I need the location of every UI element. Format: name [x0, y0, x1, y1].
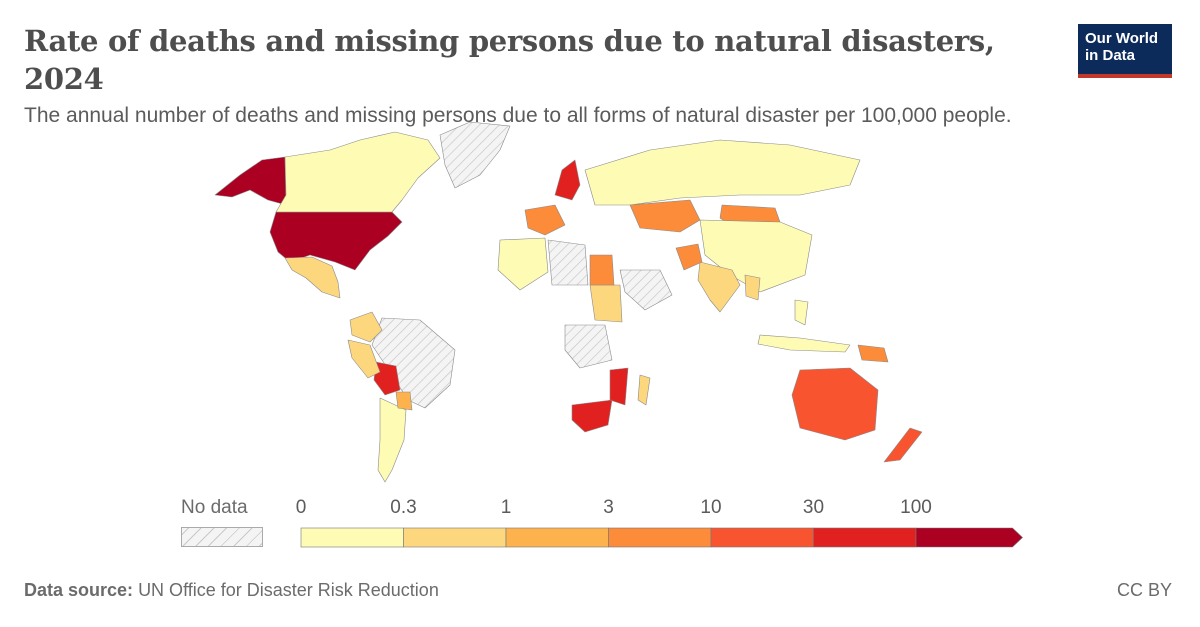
region-russia[interactable] [584, 139, 861, 206]
legend-bin-5 [813, 527, 917, 548]
legend-tick-label: 3 [603, 497, 614, 518]
region-peru[interactable] [347, 339, 381, 379]
region-south-africa[interactable] [571, 399, 613, 433]
region-kazakhstan[interactable] [629, 199, 701, 233]
region-democratic-republic-of-congo[interactable] [564, 324, 613, 369]
region-brazil[interactable] [371, 317, 456, 409]
region-myanmar[interactable] [744, 274, 761, 301]
region-western-europe[interactable] [524, 204, 566, 236]
region-saudi-arabia[interactable] [619, 269, 673, 311]
region-paraguay[interactable] [395, 391, 413, 411]
legend-bin-0 [300, 527, 404, 548]
region-new-zealand[interactable] [883, 427, 923, 463]
owid-logo[interactable]: Our World in Data [1078, 24, 1172, 78]
legend-tick-label: 0.3 [390, 497, 417, 518]
legend-tick-label: 0 [295, 497, 307, 518]
legend-tick-label: 100 [900, 497, 932, 518]
region-papua-new-guinea[interactable] [857, 344, 889, 363]
region-bolivia[interactable] [373, 361, 401, 396]
chart-title: Rate of deaths and missing persons due t… [24, 24, 995, 96]
legend-tick-label: 30 [802, 497, 825, 518]
data-source: Data source: UN Office for Disaster Risk… [24, 580, 439, 601]
legend-bin-1 [403, 527, 507, 548]
region-madagascar[interactable] [637, 374, 651, 406]
legend-bin-2 [505, 527, 609, 548]
region-australia[interactable] [791, 367, 879, 441]
region-libya[interactable] [547, 239, 589, 286]
license[interactable]: CC BY [1116, 580, 1172, 600]
chart-subtitle: The annual number of deaths and missing … [24, 104, 1012, 127]
legend-tick-label: 10 [700, 497, 722, 518]
region-philippines[interactable] [794, 299, 809, 326]
data-source-label: Data source: [24, 580, 134, 600]
logo-line-1: Our World [1085, 30, 1159, 47]
region-india[interactable] [697, 261, 741, 313]
logo-line-2: in Data [1085, 47, 1136, 64]
region-afghanistan[interactable] [675, 243, 703, 271]
region-alaska-united-states[interactable] [214, 156, 287, 206]
legend-bin-6 [915, 527, 1023, 548]
legend-bin-3 [608, 527, 712, 548]
region-greenland[interactable] [439, 121, 511, 189]
region-mexico[interactable] [284, 256, 341, 299]
region-scandinavia[interactable] [554, 159, 581, 201]
legend-tick-label: 1 [500, 497, 512, 518]
region-egypt[interactable] [589, 254, 615, 286]
data-source-text: UN Office for Disaster Risk Reduction [138, 580, 439, 600]
region-colombia[interactable] [349, 311, 383, 343]
region-sudan[interactable] [589, 284, 623, 323]
legend-no-data-label: No data [181, 497, 248, 518]
region-indonesia[interactable] [757, 334, 851, 353]
region-argentina[interactable] [377, 397, 407, 483]
region-mozambique[interactable] [609, 367, 629, 406]
legend-bin-4 [710, 527, 814, 548]
legend-no-data-swatch [181, 527, 263, 547]
region-canada[interactable] [275, 131, 441, 213]
region-united-states[interactable] [269, 211, 403, 271]
region-algeria[interactable] [497, 237, 549, 291]
region-china[interactable] [699, 219, 813, 293]
